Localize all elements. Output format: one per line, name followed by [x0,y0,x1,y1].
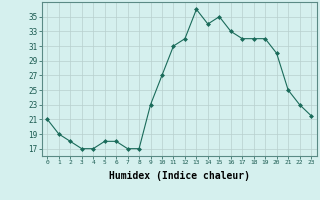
X-axis label: Humidex (Indice chaleur): Humidex (Indice chaleur) [109,171,250,181]
